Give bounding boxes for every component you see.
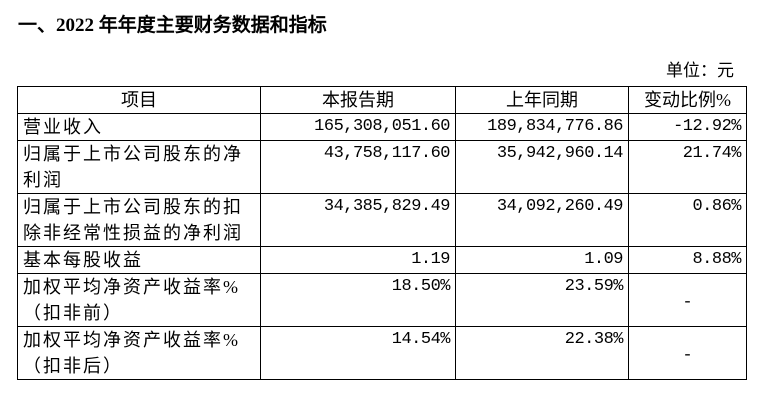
row-current: 165,308,051.60 bbox=[260, 113, 456, 141]
row-change: 0.86% bbox=[628, 193, 747, 247]
section-title: 一、2022 年年度主要财务数据和指标 bbox=[18, 15, 327, 36]
financial-data-table: 项目 本报告期 上年同期 变动比例% 营业收入 165,308,051.60 1… bbox=[17, 86, 747, 380]
row-prior: 34,092,260.49 bbox=[455, 193, 629, 247]
table-row: 归属于上市公司股东的扣除非经常性损益的净利润 34,385,829.49 34,… bbox=[17, 193, 747, 247]
row-change: -12.92% bbox=[628, 113, 747, 141]
header-current: 本报告期 bbox=[260, 86, 456, 114]
row-item: 加权平均净资产收益率%（扣非前） bbox=[17, 273, 261, 327]
header-item: 项目 bbox=[17, 86, 261, 114]
unit-label: 单位：元 bbox=[666, 61, 734, 80]
row-item: 基本每股收益 bbox=[17, 246, 261, 274]
row-item: 归属于上市公司股东的净利润 bbox=[17, 140, 261, 194]
table-row: 营业收入 165,308,051.60 189,834,776.86 -12.9… bbox=[17, 113, 747, 141]
row-current: 34,385,829.49 bbox=[260, 193, 456, 247]
row-prior: 1.09 bbox=[455, 246, 629, 274]
header-prior: 上年同期 bbox=[455, 86, 629, 114]
header-change: 变动比例% bbox=[628, 86, 747, 114]
row-current: 1.19 bbox=[260, 246, 456, 274]
table-row: 加权平均净资产收益率%（扣非前） 18.50% 23.59% - bbox=[17, 273, 747, 327]
row-current: 43,758,117.60 bbox=[260, 140, 456, 194]
row-change: 21.74% bbox=[628, 140, 747, 194]
table-row: 基本每股收益 1.19 1.09 8.88% bbox=[17, 246, 747, 274]
row-item: 归属于上市公司股东的扣除非经常性损益的净利润 bbox=[17, 193, 261, 247]
row-item: 营业收入 bbox=[17, 113, 261, 141]
row-current: 14.54% bbox=[260, 326, 456, 380]
row-change: - bbox=[628, 326, 747, 380]
row-item: 加权平均净资产收益率%（扣非后） bbox=[17, 326, 261, 380]
row-current: 18.50% bbox=[260, 273, 456, 327]
table-row: 加权平均净资产收益率%（扣非后） 14.54% 22.38% - bbox=[17, 326, 747, 380]
row-prior: 35,942,960.14 bbox=[455, 140, 629, 194]
row-change: - bbox=[628, 273, 747, 327]
row-prior: 23.59% bbox=[455, 273, 629, 327]
row-prior: 189,834,776.86 bbox=[455, 113, 629, 141]
table-row: 归属于上市公司股东的净利润 43,758,117.60 35,942,960.1… bbox=[17, 140, 747, 194]
row-change: 8.88% bbox=[628, 246, 747, 274]
row-prior: 22.38% bbox=[455, 326, 629, 380]
table-header-row: 项目 本报告期 上年同期 变动比例% bbox=[17, 86, 747, 114]
